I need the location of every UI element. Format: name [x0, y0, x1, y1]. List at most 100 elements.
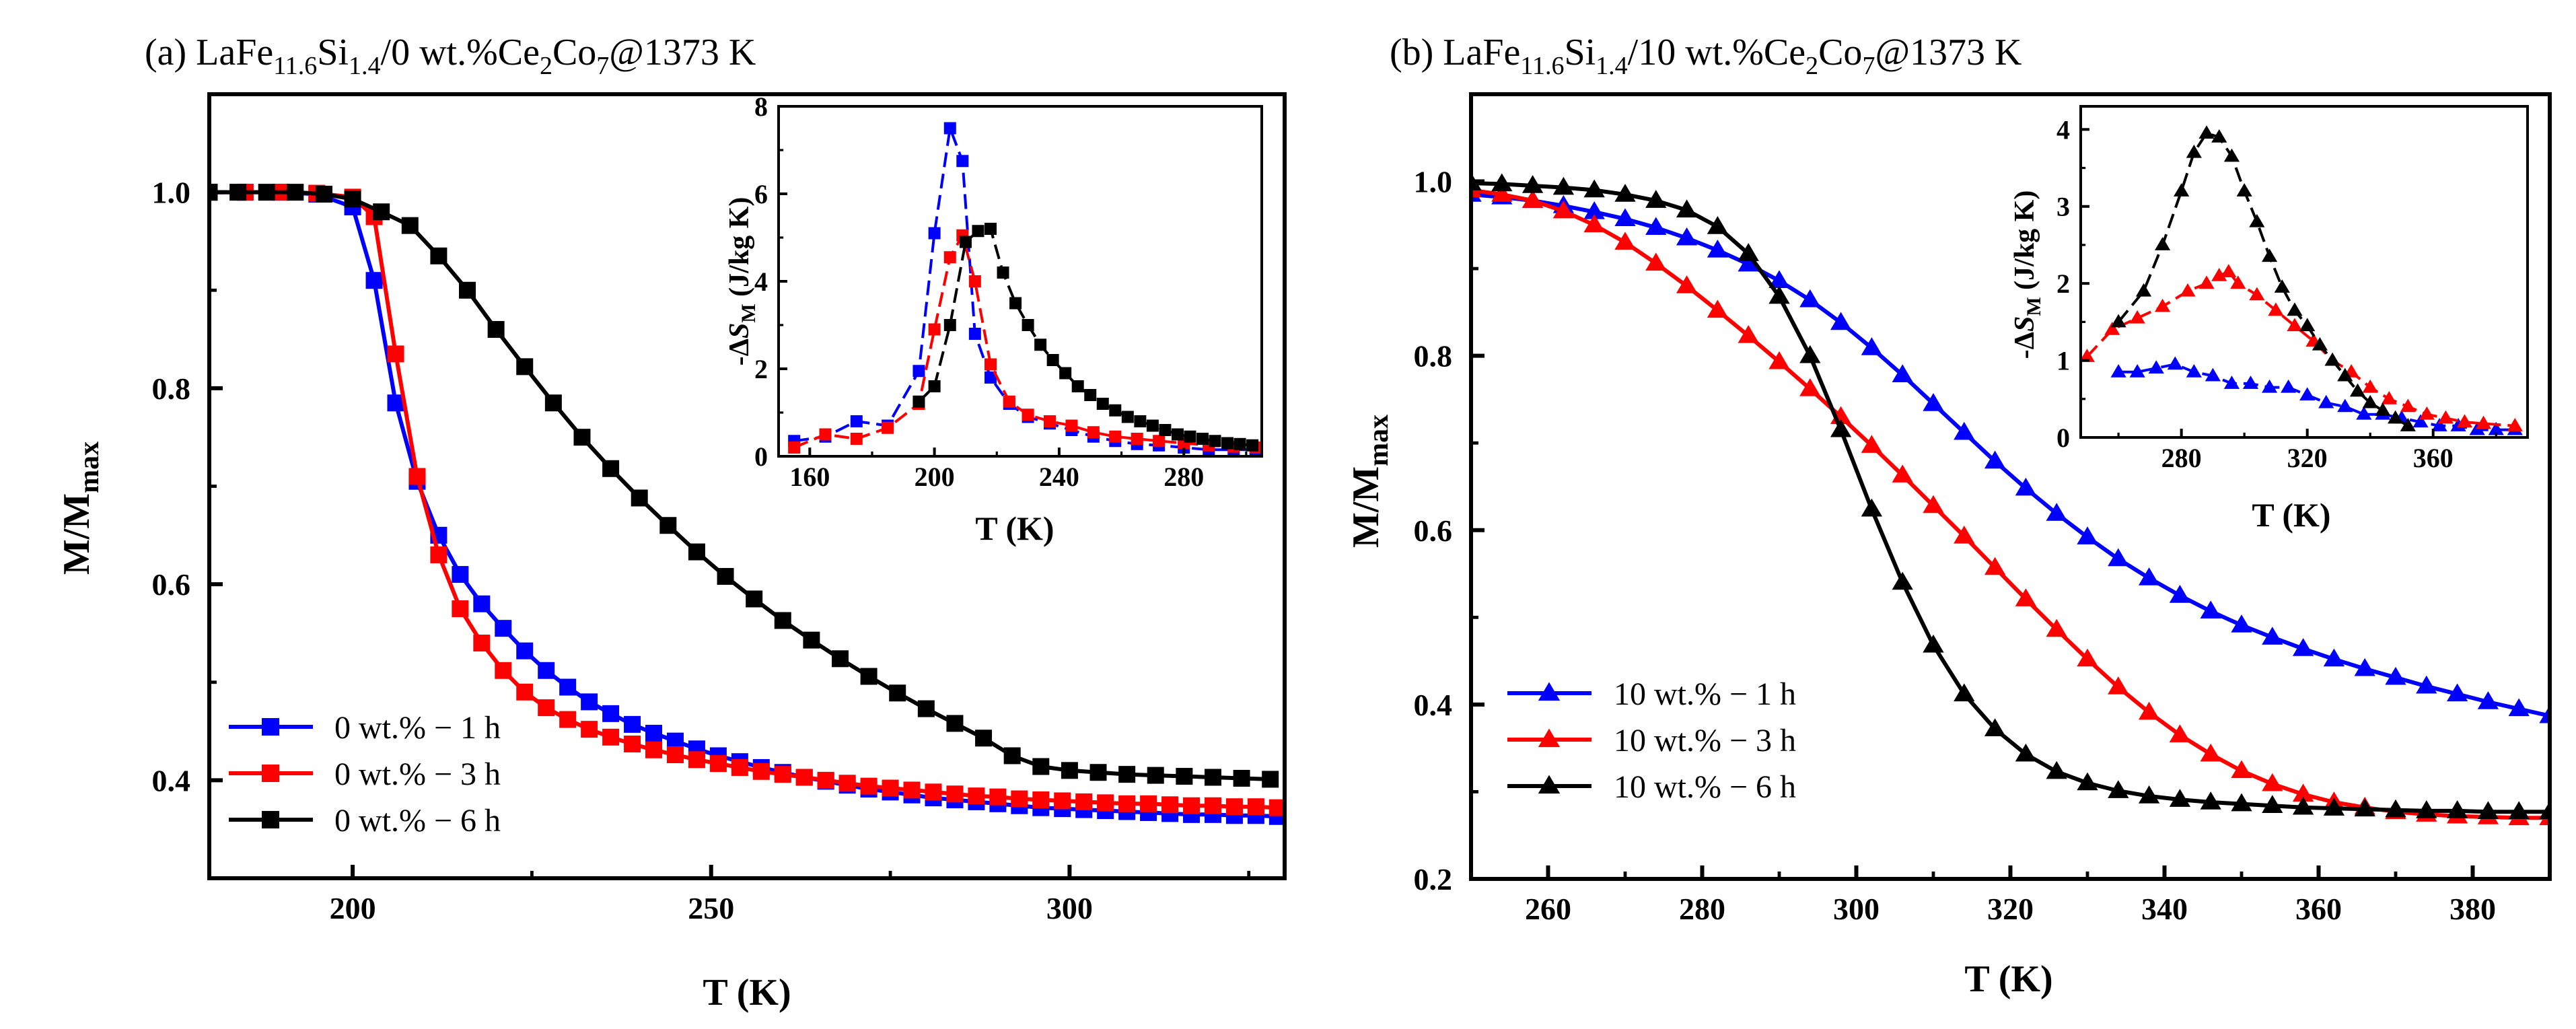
- inset-a-series-1-point: [850, 415, 863, 427]
- panel-b-legend-marker-1: [1538, 682, 1561, 701]
- inset-a-series-2-point: [968, 275, 981, 287]
- panel-a-series-2-point: [1183, 797, 1201, 814]
- panel-a-series-2-point: [1011, 790, 1028, 808]
- inset-a-series-3-point: [1209, 435, 1221, 448]
- panel-b-series-group: [1471, 172, 2550, 826]
- panel-b-series-2-point: [1923, 495, 1944, 513]
- inset-a-series-2-point: [1131, 433, 1143, 445]
- panel-b-legend: 10 wt.% − 1 h 10 wt.% − 3 h 10 wt.% − 6 …: [1614, 676, 1796, 805]
- panel-a-series-2-point: [495, 662, 512, 679]
- inset-b-series-2-point: [2400, 398, 2416, 413]
- panel-b-series-1-point: [2077, 526, 2098, 544]
- panel-b-title: (b) LaFe11.6Si1.4/10 wt.%Ce2Co7@1373 K: [1390, 32, 2022, 80]
- inset-b-series-2-point: [2362, 379, 2378, 393]
- panel-a-series-3-point: [1147, 767, 1164, 784]
- inset-a-xtick-label: 240: [1039, 462, 1079, 492]
- inset-a-series-3-point: [1221, 437, 1234, 450]
- panel-a-series-2-point: [538, 699, 555, 717]
- inset-b-series-1-point: [2412, 414, 2429, 428]
- panel-a-legend-marker-1: [262, 718, 279, 736]
- inset-b-series-1-point: [2337, 398, 2353, 413]
- panel-b-series-1-point: [2200, 600, 2221, 619]
- inset-a-series-3-point: [959, 236, 972, 248]
- panel-b-series-3-point: [2292, 796, 2314, 815]
- panel-a-series-3-point: [258, 184, 275, 201]
- panel-b-ytick-label: 0.4: [1414, 688, 1453, 722]
- inset-a-series-1-point: [943, 122, 956, 135]
- inset-b-series-1-point: [2450, 418, 2466, 431]
- inset-b-series-1-point: [2488, 421, 2504, 435]
- panel-a-series-3-point: [1204, 769, 1221, 786]
- inset-a-series-2-point: [1065, 419, 1078, 432]
- panel-b-series-3-point: [2539, 801, 2550, 820]
- panel-b-legend-marker-2: [1538, 728, 1561, 748]
- inset-b-series-2-point: [2456, 414, 2473, 428]
- inset-b-series-3-point: [2211, 129, 2227, 143]
- panel-a-series-1-point: [473, 595, 491, 612]
- inset-a-frame: [777, 105, 1263, 458]
- panel-b-series-3-point: [1892, 571, 1913, 590]
- panel-b-series-3-point: [1614, 184, 1636, 202]
- panel-a-series-2-point: [1075, 793, 1093, 810]
- panel-b-series-3-point: [1738, 243, 1759, 261]
- panel-a-series-2-point: [1161, 796, 1179, 814]
- inset-a-series-3-point: [928, 380, 941, 392]
- inset-a-series-1-line: [793, 127, 1256, 452]
- panel-b-series-3-point: [1707, 216, 1729, 234]
- panel-b-series-1-point: [1923, 393, 1944, 411]
- panel-b-series-3-point: [1676, 199, 1698, 218]
- panel-b-series-2-point: [1799, 378, 1821, 396]
- panel-b-frame: [1469, 92, 2552, 881]
- panel-b-series-1-point: [2354, 658, 2375, 676]
- panel-a-series-3-point: [315, 186, 332, 203]
- panel-a-series-2-point: [559, 711, 577, 728]
- inset-b-series-2-point: [2211, 267, 2227, 281]
- inset-b-series-1-point: [2299, 387, 2316, 401]
- panel-a-series-2-point: [731, 758, 748, 776]
- inset-a-series-1-point: [956, 155, 969, 168]
- panel-b-series-1-point: [2231, 614, 2252, 633]
- panel-a-series-2-point: [1032, 791, 1050, 808]
- inset-a-series-1-point: [928, 227, 941, 240]
- panel-a-series-3-point: [1003, 747, 1021, 765]
- inset-b-series-3-point: [2135, 283, 2152, 297]
- panel-a-series-2-point: [408, 468, 426, 485]
- panel-a-series-3-point: [631, 489, 648, 507]
- legend-a-3h-label: 0 wt.% − 3 h: [334, 756, 501, 792]
- panel-a-series-3-point: [1118, 766, 1136, 783]
- panel-a-series-3-point: [1061, 762, 1078, 779]
- panel-b-series-2-point: [2108, 676, 2129, 695]
- panel-b-series-3-point: [2385, 799, 2406, 818]
- panel-a-series-2-point: [1225, 798, 1243, 816]
- panel-a-xtick-label: 250: [688, 891, 734, 925]
- inset-a-plot: 160 200 240 280 0 2 4 6 8: [754, 92, 1263, 492]
- panel-a-series-2-point: [795, 769, 813, 786]
- inset-b-frame: [2079, 105, 2529, 439]
- inset-a-ylabel: -ΔSM (J/kg K): [724, 197, 760, 366]
- inset-b-xlabel: T (K): [2252, 496, 2330, 534]
- panel-a-series-2-point: [1118, 795, 1136, 812]
- inset-b-series-2-point: [2287, 318, 2303, 332]
- inset-a-xlabel: T (K): [975, 509, 1054, 547]
- inset-a-series-3-point: [984, 223, 997, 235]
- inset-b-series-3-point: [2274, 279, 2290, 293]
- panel-a-series-2-point: [602, 728, 620, 746]
- panel-a-ytick-label: 1.0: [152, 176, 191, 210]
- panel-a-series-2-point: [666, 746, 684, 764]
- panel-b-series-1-point: [2508, 698, 2530, 717]
- panel-a-series-3-point: [717, 567, 734, 585]
- panel-a-series-2-point: [430, 546, 448, 563]
- inset-b-ytick-label: 2: [2056, 269, 2070, 299]
- panel-b-series-3-point: [2262, 795, 2283, 813]
- panel-b-xtick-label: 340: [2141, 892, 2188, 926]
- legend-b-3h-label: 10 wt.% − 3 h: [1614, 723, 1796, 758]
- inset-a-xtick-label: 280: [1164, 462, 1204, 492]
- inset-b-series-3-point: [2312, 336, 2328, 351]
- inset-a-series-2-point: [1044, 415, 1057, 427]
- panel-b-series-2-point: [1552, 200, 1575, 219]
- panel-b-series-2-point: [1676, 275, 1698, 293]
- panel-b-series-3-point: [2077, 772, 2098, 791]
- inset-a-series-3-point: [1034, 339, 1047, 351]
- inset-a-series-3-point: [1096, 398, 1109, 410]
